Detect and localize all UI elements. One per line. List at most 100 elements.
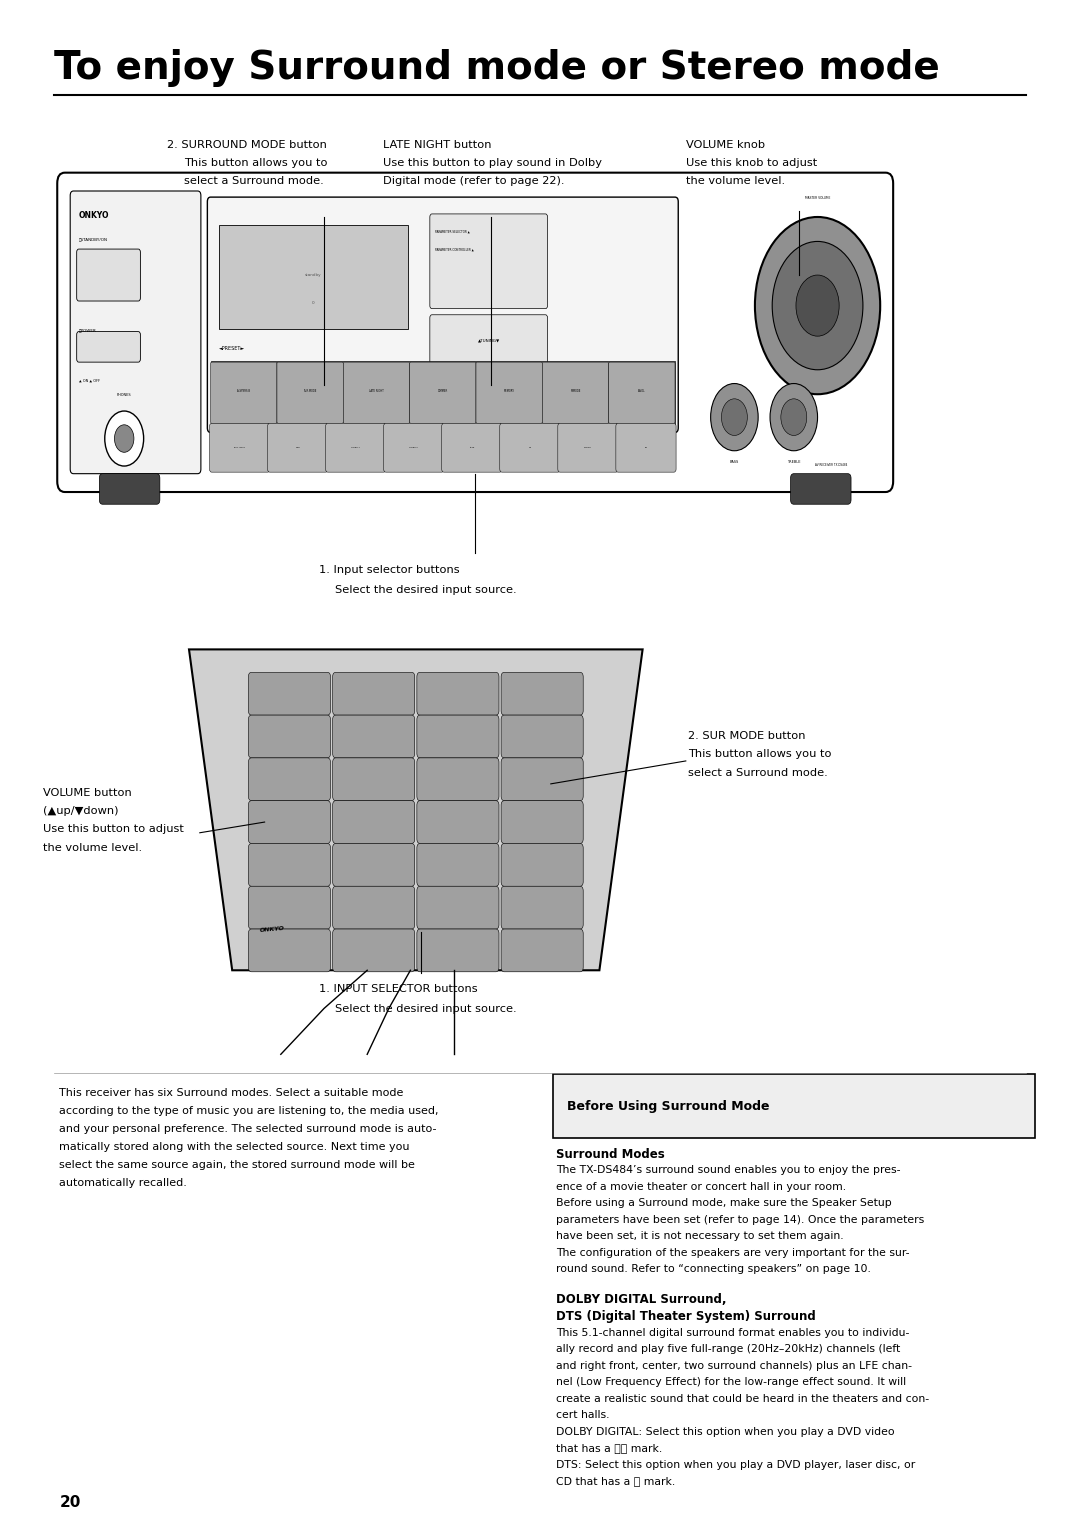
FancyBboxPatch shape (501, 843, 583, 886)
Text: LATE NIGHT: LATE NIGHT (369, 390, 383, 393)
Text: The configuration of the speakers are very important for the sur-: The configuration of the speakers are ve… (556, 1247, 909, 1258)
FancyBboxPatch shape (417, 672, 499, 715)
Text: ⓨPOWER: ⓨPOWER (79, 329, 97, 333)
Text: DIMMER: DIMMER (437, 390, 448, 393)
Text: Select the desired input source.: Select the desired input source. (335, 1004, 516, 1015)
FancyBboxPatch shape (333, 715, 415, 758)
Circle shape (711, 384, 758, 451)
FancyBboxPatch shape (501, 672, 583, 715)
FancyBboxPatch shape (501, 886, 583, 929)
Text: matically stored along with the selected source. Next time you: matically stored along with the selected… (59, 1141, 410, 1152)
Text: Digital mode (refer to page 22).: Digital mode (refer to page 22). (383, 176, 565, 186)
FancyBboxPatch shape (501, 758, 583, 801)
Text: Surround Modes: Surround Modes (556, 1148, 665, 1161)
Circle shape (781, 399, 807, 435)
FancyBboxPatch shape (210, 423, 270, 472)
FancyBboxPatch shape (417, 715, 499, 758)
FancyBboxPatch shape (268, 423, 328, 472)
Text: round sound. Refer to “connecting speakers” on page 10.: round sound. Refer to “connecting speake… (556, 1264, 872, 1274)
Text: parameters have been set (refer to page 14). Once the parameters: parameters have been set (refer to page … (556, 1215, 924, 1224)
FancyBboxPatch shape (500, 423, 559, 472)
Text: BASS: BASS (730, 460, 739, 465)
Text: (▲up/▼down): (▲up/▼down) (43, 805, 119, 816)
Circle shape (105, 411, 144, 466)
Text: Use this button to play sound in Dolby: Use this button to play sound in Dolby (383, 157, 603, 168)
Text: DTS (Digital Theater System) Surround: DTS (Digital Theater System) Surround (556, 1311, 816, 1323)
FancyBboxPatch shape (211, 361, 675, 425)
FancyBboxPatch shape (501, 715, 583, 758)
FancyBboxPatch shape (333, 758, 415, 801)
Text: This button allows you to: This button allows you to (688, 749, 832, 759)
FancyBboxPatch shape (99, 474, 160, 504)
Text: SUR.MODE: SUR.MODE (303, 390, 316, 393)
FancyBboxPatch shape (542, 362, 609, 423)
Text: MASTER VOLUME: MASTER VOLUME (805, 196, 831, 200)
Text: Use this button to adjust: Use this button to adjust (43, 824, 184, 834)
Text: VOLUME knob: VOLUME knob (686, 139, 765, 150)
Text: TREBLE: TREBLE (787, 460, 800, 465)
Text: that has a ⧈⧈ mark.: that has a ⧈⧈ mark. (556, 1444, 662, 1453)
Text: ence of a movie theater or concert hall in your room.: ence of a movie theater or concert hall … (556, 1181, 847, 1192)
Text: A.SPKRS B: A.SPKRS B (238, 390, 251, 393)
Text: Before Using Surround Mode: Before Using Surround Mode (567, 1100, 769, 1112)
Text: select a Surround mode.: select a Surround mode. (688, 767, 827, 778)
Text: 20: 20 (59, 1494, 81, 1510)
FancyBboxPatch shape (476, 362, 542, 423)
Text: CD that has a ⧈ mark.: CD that has a ⧈ mark. (556, 1476, 675, 1487)
FancyBboxPatch shape (248, 801, 330, 843)
Text: cert halls.: cert halls. (556, 1410, 610, 1421)
FancyBboxPatch shape (417, 929, 499, 972)
Text: PARAMETER SELECTOR ▲: PARAMETER SELECTOR ▲ (435, 229, 470, 234)
FancyBboxPatch shape (409, 362, 476, 423)
Text: PHONES: PHONES (117, 393, 132, 397)
Text: ally record and play five full-range (20Hz–20kHz) channels (left: ally record and play five full-range (20… (556, 1345, 901, 1354)
Text: To enjoy Surround mode or Stereo mode: To enjoy Surround mode or Stereo mode (54, 49, 940, 87)
Text: ONKYO: ONKYO (259, 926, 285, 934)
Text: according to the type of music you are listening to, the media used,: according to the type of music you are l… (59, 1106, 438, 1115)
Text: 2. SUR MODE button: 2. SUR MODE button (688, 730, 806, 741)
Text: ONKYO: ONKYO (79, 211, 109, 220)
FancyBboxPatch shape (248, 672, 330, 715)
FancyBboxPatch shape (248, 886, 330, 929)
Text: PARAMETER CONTROLLER ▲: PARAMETER CONTROLLER ▲ (435, 248, 474, 252)
Text: ⓨSTANDBY/ON: ⓨSTANDBY/ON (79, 237, 108, 241)
FancyBboxPatch shape (248, 758, 330, 801)
FancyBboxPatch shape (326, 423, 386, 472)
Text: select the same source again, the stored surround mode will be: select the same source again, the stored… (59, 1160, 416, 1170)
FancyBboxPatch shape (333, 843, 415, 886)
Text: This button allows you to: This button allows you to (184, 157, 327, 168)
FancyBboxPatch shape (442, 423, 502, 472)
Text: M.MODE: M.MODE (570, 390, 581, 393)
Text: DOLBY DIGITAL Surround,: DOLBY DIGITAL Surround, (556, 1293, 727, 1306)
FancyBboxPatch shape (333, 801, 415, 843)
FancyBboxPatch shape (616, 423, 676, 472)
Circle shape (770, 384, 818, 451)
FancyBboxPatch shape (501, 929, 583, 972)
Text: DOLBY DIGITAL: Select this option when you play a DVD video: DOLBY DIGITAL: Select this option when y… (556, 1427, 895, 1436)
Text: and your personal preference. The selected surround mode is auto-: and your personal preference. The select… (59, 1125, 437, 1134)
FancyBboxPatch shape (430, 315, 548, 370)
Text: MEMORY: MEMORY (503, 390, 514, 393)
Text: DTS: Select this option when you play a DVD player, laser disc, or: DTS: Select this option when you play a … (556, 1461, 916, 1470)
FancyBboxPatch shape (553, 1074, 1035, 1138)
Text: AV RECEIVER TX-DS484: AV RECEIVER TX-DS484 (815, 463, 848, 468)
Text: and right front, center, two surround channels) plus an LFE chan-: and right front, center, two surround ch… (556, 1361, 913, 1371)
Text: VOLUME button: VOLUME button (43, 787, 132, 798)
FancyBboxPatch shape (417, 758, 499, 801)
Text: Select the desired input source.: Select the desired input source. (335, 585, 516, 596)
Text: select a Surround mode.: select a Surround mode. (184, 176, 323, 186)
FancyBboxPatch shape (211, 362, 276, 423)
FancyBboxPatch shape (333, 672, 415, 715)
Circle shape (721, 399, 747, 435)
FancyBboxPatch shape (417, 886, 499, 929)
Text: automatically recalled.: automatically recalled. (59, 1178, 187, 1189)
FancyBboxPatch shape (219, 225, 408, 329)
FancyBboxPatch shape (557, 423, 618, 472)
Text: ◄PRESET►: ◄PRESET► (219, 345, 245, 351)
FancyBboxPatch shape (248, 843, 330, 886)
FancyBboxPatch shape (248, 929, 330, 972)
FancyBboxPatch shape (791, 474, 851, 504)
FancyBboxPatch shape (77, 332, 140, 362)
Text: have been set, it is not necessary to set them again.: have been set, it is not necessary to se… (556, 1232, 843, 1241)
Text: This receiver has six Surround modes. Select a suitable mode: This receiver has six Surround modes. Se… (59, 1088, 404, 1099)
